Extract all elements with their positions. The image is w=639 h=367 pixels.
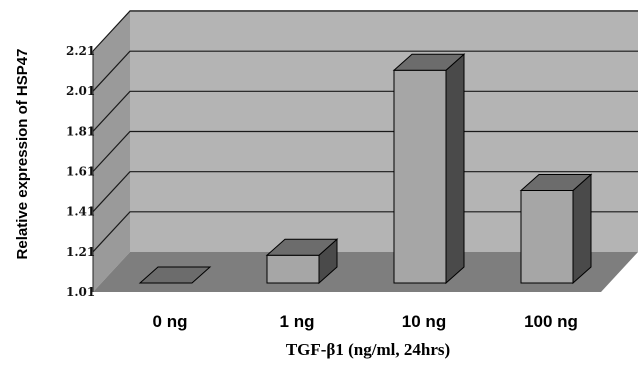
category-label: 1 ng: [280, 312, 315, 331]
bar-front: [520, 190, 574, 284]
bar: [265, 238, 339, 285]
bar-front: [266, 254, 320, 284]
y-tick-label: 2.21: [66, 44, 95, 58]
y-axis-ticks: 1.01 1.21 1.41 1.61 1.81 2.01 2.21: [66, 44, 95, 299]
gridline: [92, 10, 638, 52]
y-tick-label: 2.01: [66, 84, 95, 98]
gridline: [92, 90, 638, 132]
gridlines: [92, 10, 638, 292]
bar: [138, 266, 212, 284]
y-tick-label: 1.41: [66, 205, 95, 219]
category-label: 10 ng: [402, 312, 446, 331]
y-axis-label: Relative expression of HSP47: [14, 49, 31, 260]
bar-top: [519, 174, 593, 191]
bar: [392, 53, 466, 285]
y-tick-label: 1.81: [66, 124, 95, 138]
bar: [519, 173, 593, 285]
x-axis-label: TGF-β1 (ng/ml, 24hrs): [286, 340, 450, 359]
gridline: [92, 130, 638, 172]
bar-side: [445, 53, 465, 285]
category-labels: 0 ng 1 ng 10 ng 100 ng: [153, 312, 578, 331]
bar-side: [572, 173, 592, 285]
gridline: [92, 171, 638, 213]
chart-floor: [93, 252, 638, 292]
category-label: 0 ng: [153, 312, 188, 331]
gridline: [92, 211, 638, 253]
bar-front: [393, 69, 447, 284]
bar-top: [138, 266, 212, 284]
bar-top: [265, 238, 339, 256]
y-tick-label: 1.61: [66, 165, 95, 179]
y-tick-label: 1.01: [66, 285, 95, 299]
category-label: 100 ng: [524, 312, 578, 331]
bar-top: [392, 53, 466, 71]
bars: [138, 53, 593, 285]
gridline: [92, 50, 638, 92]
y-tick-label: 1.21: [66, 245, 95, 259]
